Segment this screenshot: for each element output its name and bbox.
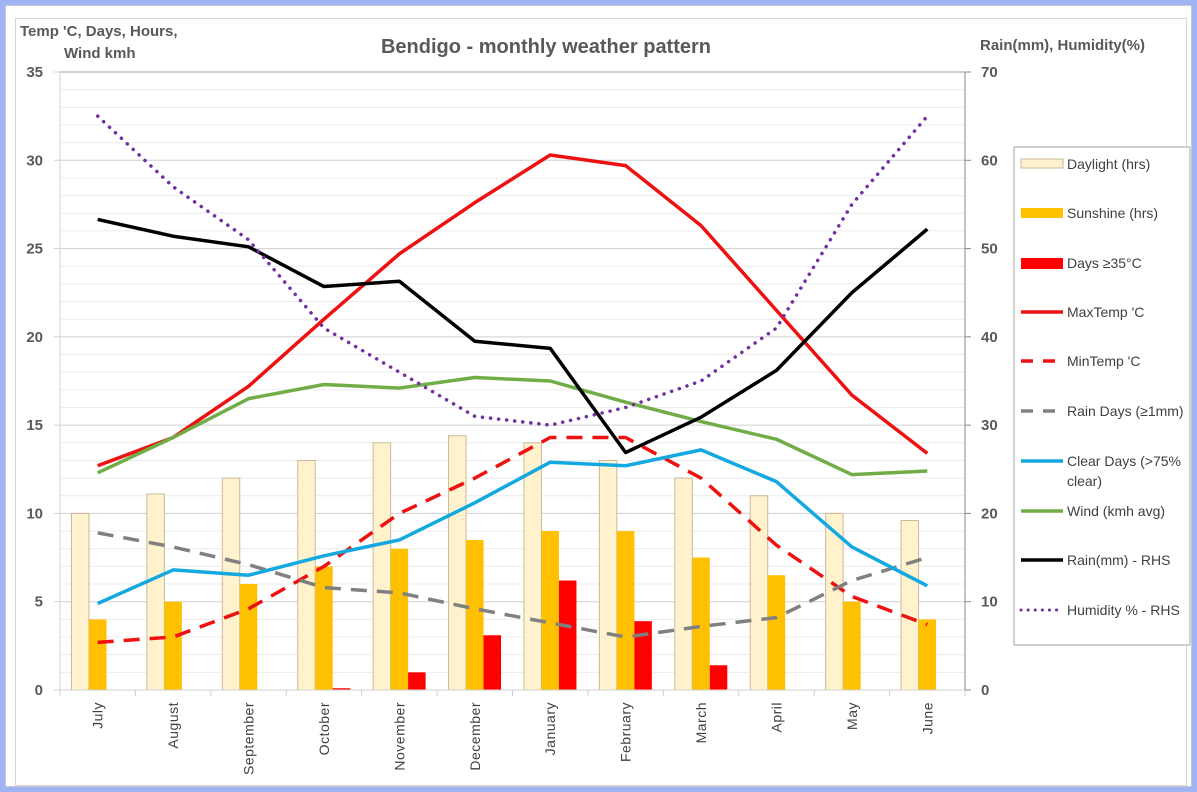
bar-days-35-c — [709, 665, 728, 690]
bar-sunshine-hrs- — [918, 619, 937, 690]
x-tick-label: July — [90, 702, 106, 729]
legend-item: Rain Days (≥1mm) — [1021, 403, 1184, 419]
y-tick-right-label: 60 — [981, 152, 998, 169]
legend-label: Humidity % - RHS — [1067, 602, 1180, 618]
legend: Daylight (hrs) Sunshine (hrs) Days ≥35°C Ma… — [1013, 146, 1191, 646]
y-tick-right-label: 50 — [981, 241, 998, 258]
y-tick-right-label: 70 — [981, 64, 998, 81]
chart-title: Bendigo - monthly weather pattern — [381, 36, 711, 58]
y-tick-left-label: 15 — [26, 417, 43, 434]
y-tick-right-label: 20 — [981, 505, 998, 522]
bar-daylight-hrs- — [900, 519, 920, 691]
y-tick-left-label: 20 — [26, 329, 43, 346]
x-tick-label: August — [165, 702, 181, 749]
x-tick-label: December — [467, 702, 483, 771]
bars — [70, 435, 937, 691]
x-tick-label: March — [693, 702, 709, 743]
legend-item: Days ≥35°C — [1021, 255, 1142, 271]
legend-label: Clear Days (>75% — [1067, 453, 1181, 469]
y-tick-right-label: 10 — [981, 594, 998, 611]
line-maxtemp-c — [97, 153, 929, 468]
bar-sunshine-hrs- — [239, 584, 258, 690]
legend-label: clear) — [1067, 473, 1102, 489]
legend-item: Daylight (hrs) — [1020, 156, 1150, 172]
y-axis-left-title-line2: Wind kmh — [64, 45, 136, 62]
y-tick-left-label: 0 — [35, 682, 43, 699]
bar-days-35-c — [408, 672, 426, 690]
bar-daylight-hrs- — [825, 512, 844, 691]
x-tick-label: January — [542, 702, 558, 755]
legend-item: Humidity % - RHS — [1019, 602, 1180, 618]
bar-daylight-hrs- — [523, 442, 542, 691]
y-tick-right-label: 0 — [981, 682, 989, 699]
legend-label: Wind (kmh avg) — [1067, 503, 1165, 519]
bar-sunshine-hrs- — [315, 566, 333, 690]
x-tick-label: June — [919, 702, 935, 734]
series-lines — [95, 114, 930, 645]
legend-label: Rain Days (≥1mm) — [1067, 403, 1184, 419]
bar-sunshine-hrs- — [616, 531, 635, 690]
x-tick-label: October — [316, 702, 332, 755]
bar-daylight-hrs- — [372, 442, 392, 691]
line-mintemp-c — [97, 435, 928, 645]
bar-days-35-c — [558, 580, 577, 690]
bar-sunshine-hrs- — [390, 548, 409, 690]
legend-swatch — [1021, 208, 1063, 218]
legend-label: Days ≥35°C — [1067, 255, 1142, 271]
legend-item: MaxTemp 'C — [1021, 304, 1144, 320]
legend-label: MaxTemp 'C — [1067, 304, 1144, 320]
bar-sunshine-hrs- — [466, 539, 484, 690]
legend-label: MinTemp 'C — [1067, 353, 1140, 369]
bar-daylight-hrs- — [221, 477, 241, 691]
x-tick-label: February — [618, 702, 634, 762]
axes: 0 5 10 15 20 25 30 35 0 10 20 30 40 50 60 70 July August S… — [26, 64, 997, 775]
bar-days-35-c — [634, 621, 652, 690]
bar-sunshine-hrs- — [692, 557, 710, 690]
bar-days-35-c — [332, 688, 351, 690]
legend-label: Rain(mm) - RHS — [1067, 552, 1170, 568]
y-axis-left-title-line1: Temp 'C, Days, Hours, — [20, 23, 178, 40]
bar-daylight-hrs- — [448, 435, 467, 691]
legend-item: Clear Days (>75% clear) — [1021, 453, 1181, 489]
legend-swatch — [1021, 258, 1063, 269]
line-humidity-rhs — [95, 114, 930, 427]
bar-sunshine-hrs- — [843, 601, 861, 690]
y-tick-right-label: 40 — [981, 329, 998, 346]
legend-item: MinTemp 'C — [1021, 353, 1140, 369]
bar-sunshine-hrs- — [767, 575, 786, 690]
y-tick-left-label: 5 — [35, 594, 43, 611]
line-rain-days-1mm- — [97, 531, 928, 639]
x-tick-label: April — [768, 702, 784, 733]
legend-item: Wind (kmh avg) — [1021, 503, 1165, 519]
line-clear-days-75-clear- — [96, 448, 929, 606]
legend-box — [1013, 146, 1191, 646]
y-tick-left-label: 35 — [26, 64, 43, 81]
bar-sunshine-hrs- — [541, 531, 559, 690]
y-axis-right-title: Rain(mm), Humidity(%) — [980, 37, 1145, 54]
x-tick-label: September — [241, 702, 257, 775]
line-rain-mm-rhs — [97, 217, 929, 455]
bar-daylight-hrs- — [598, 459, 618, 691]
bar-sunshine-hrs- — [88, 619, 107, 690]
legend-label: Daylight (hrs) — [1067, 156, 1150, 172]
y-tick-right-label: 30 — [981, 417, 998, 434]
legend-item: Sunshine (hrs) — [1021, 205, 1158, 221]
bar-daylight-hrs- — [674, 477, 693, 691]
bar-daylight-hrs- — [70, 512, 90, 691]
bar-daylight-hrs- — [146, 493, 165, 691]
y-tick-left-label: 10 — [26, 505, 43, 522]
legend-item: Rain(mm) - RHS — [1021, 552, 1170, 568]
y-tick-left-label: 30 — [26, 152, 43, 169]
x-tick-label: November — [391, 702, 407, 771]
y-tick-left-label: 25 — [26, 241, 43, 258]
bar-sunshine-hrs- — [164, 601, 182, 690]
legend-swatch — [1020, 158, 1064, 169]
line-wind-kmh-avg- — [96, 375, 928, 477]
gridlines — [60, 71, 965, 691]
bar-days-35-c — [483, 635, 502, 690]
legend-label: Sunshine (hrs) — [1067, 205, 1158, 221]
x-tick-label: May — [844, 702, 860, 730]
